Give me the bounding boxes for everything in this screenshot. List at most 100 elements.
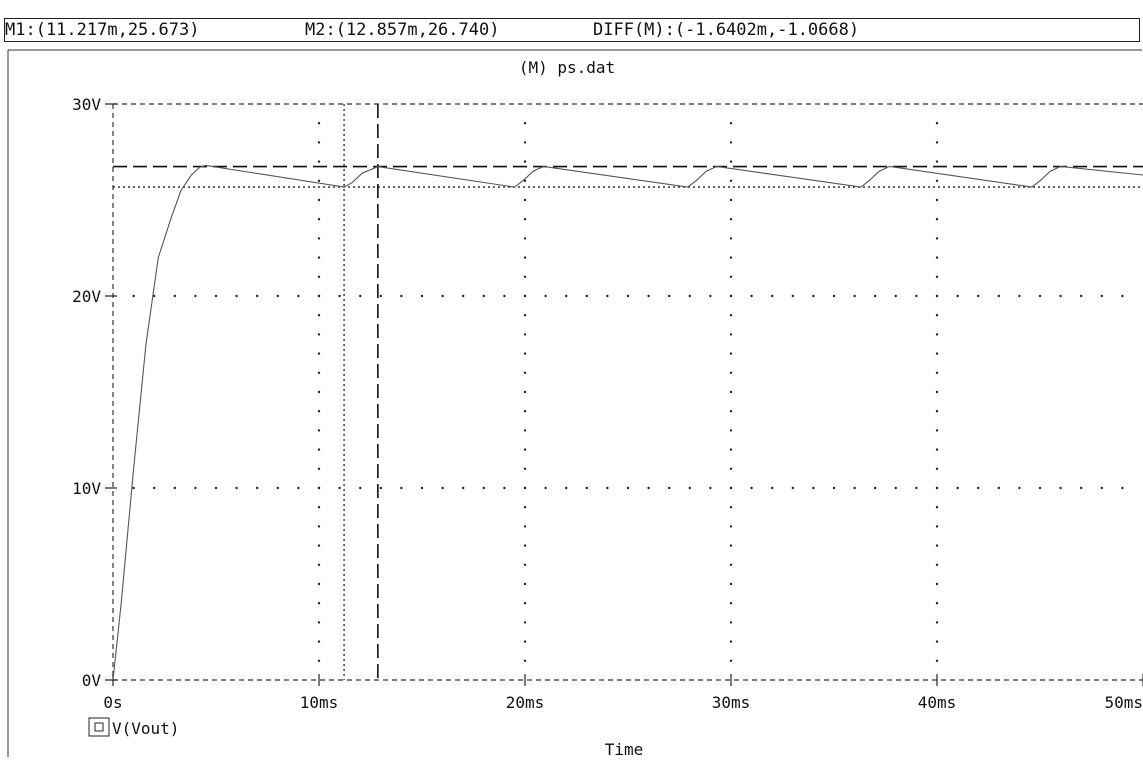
grid-dot xyxy=(729,275,733,278)
grid-dot xyxy=(956,294,959,298)
grid-dot xyxy=(523,467,527,470)
grid-dot xyxy=(276,294,279,298)
marker-m2-readout: M2:(12.857m,26.740) xyxy=(305,20,500,40)
grid-dot xyxy=(606,486,609,490)
grid-dot xyxy=(935,506,939,509)
series-layer xyxy=(112,164,1143,681)
marker-m1-readout: M1:(11.217m,25.673) xyxy=(5,20,200,40)
grid-dot xyxy=(523,410,527,413)
grid-dot xyxy=(173,486,176,490)
grid-dot xyxy=(544,486,547,490)
grid-dot xyxy=(729,160,733,163)
grid-dot xyxy=(1100,486,1104,490)
grid-dot xyxy=(935,486,939,490)
grid-dot xyxy=(935,640,939,643)
grid-dot xyxy=(915,486,918,490)
grid-dot xyxy=(173,294,176,298)
grid-dot xyxy=(441,294,444,298)
grid-dot xyxy=(523,141,527,144)
grid-dot xyxy=(997,486,1000,490)
grid-dot xyxy=(317,198,321,202)
grid-dot xyxy=(317,352,321,355)
grid-dot xyxy=(523,621,527,624)
x-tick-label: 50ms xyxy=(1104,693,1143,712)
grid-dot xyxy=(812,294,815,298)
grid-dot xyxy=(1038,294,1042,298)
grid-dot xyxy=(729,544,733,547)
x-axis-label: Time xyxy=(605,740,644,759)
grid-dot xyxy=(729,352,733,355)
grid-dot xyxy=(523,256,527,259)
grid-dot xyxy=(565,486,568,490)
grid-dot xyxy=(935,390,939,394)
grid-dot xyxy=(400,486,403,490)
grid-dot xyxy=(297,486,300,490)
grid-dot xyxy=(935,525,939,528)
grid-dot xyxy=(153,294,156,298)
grid-dot xyxy=(853,486,856,490)
grid-dot xyxy=(317,621,321,624)
grid-dot xyxy=(317,122,321,125)
grid-dot xyxy=(935,141,939,144)
grid-dot xyxy=(153,486,156,490)
grid-dot xyxy=(771,294,774,298)
x-tick-label: 40ms xyxy=(918,693,957,712)
grid-dot xyxy=(935,467,939,470)
grid-dot xyxy=(935,333,939,336)
grid-dot xyxy=(729,218,733,221)
grid-dot xyxy=(647,294,650,298)
grid-dot xyxy=(523,218,527,221)
grid-dot xyxy=(935,179,939,182)
grid-dot xyxy=(729,141,733,144)
x-tick-label: 0s xyxy=(103,693,122,712)
grid-dot xyxy=(235,486,238,490)
grid-dot xyxy=(729,390,733,394)
grid-dot xyxy=(523,198,527,202)
grid-dot xyxy=(1038,486,1042,490)
grid-dot xyxy=(812,486,815,490)
grid-dot xyxy=(523,371,527,374)
grid-dot xyxy=(977,294,980,298)
grid-dot xyxy=(729,582,733,586)
grid-dot xyxy=(400,294,403,298)
y-tick-label: 20V xyxy=(72,287,101,306)
grid-dot xyxy=(132,486,135,490)
grid-dot xyxy=(1121,294,1124,298)
grid-dot xyxy=(523,314,527,317)
grid-dot xyxy=(317,525,321,528)
grid-dot xyxy=(935,275,939,278)
grid-dot xyxy=(235,294,238,298)
grid-dot xyxy=(894,294,897,298)
grid-dot xyxy=(317,371,321,374)
grid-dot xyxy=(523,160,527,163)
grid-dot xyxy=(523,563,527,566)
grid-dot xyxy=(523,390,527,394)
grid xyxy=(132,122,1124,662)
grid-dot xyxy=(132,294,135,298)
grid-dot xyxy=(874,486,877,490)
grid-dot xyxy=(729,294,733,298)
grid-dot xyxy=(935,198,939,202)
grid-dot xyxy=(729,198,733,202)
grid-dot xyxy=(317,448,321,451)
grid-dot xyxy=(791,486,794,490)
grid-dot xyxy=(729,122,733,125)
grid-dot xyxy=(523,294,527,298)
grid-dot xyxy=(523,333,527,336)
grid-dot xyxy=(1080,294,1083,298)
grid-dot xyxy=(317,141,321,144)
grid-dot xyxy=(317,602,321,605)
grid-dot xyxy=(317,275,321,278)
grid-dot xyxy=(668,486,671,490)
grid-dot xyxy=(729,410,733,413)
grid-dot xyxy=(668,294,671,298)
grid-dot xyxy=(729,256,733,259)
x-tick-label: 30ms xyxy=(712,693,751,712)
grid-dot xyxy=(729,237,733,240)
legend[interactable]: V(Vout) xyxy=(88,717,179,738)
grid-dot xyxy=(626,294,630,298)
grid-dot xyxy=(935,448,939,451)
x-tick-label: 20ms xyxy=(506,693,545,712)
grid-dot xyxy=(935,237,939,240)
